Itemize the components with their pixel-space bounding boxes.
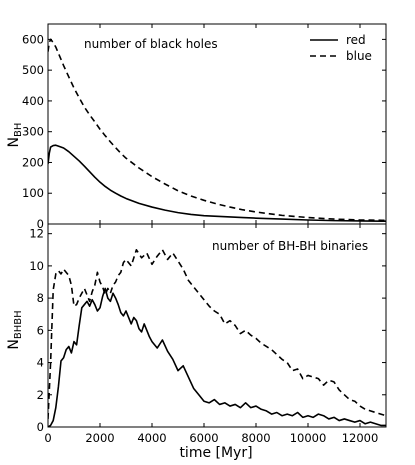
bottom-y-tick-label: 10 [29, 259, 44, 273]
top-panel: number of black holes NBH red blue 0 100 2… [6, 23, 387, 231]
x-tick-label: 0 [44, 431, 51, 445]
top-y-axis-label: NBH [6, 123, 24, 148]
top-y-tick-label: 200 [22, 155, 44, 169]
top-y-tick-label: 100 [22, 186, 44, 200]
bottom-plot-frame [47, 223, 387, 428]
legend-red-label: red [346, 33, 366, 47]
bottom-panel: number of BH-BH binaries NBHBH time [Myr… [6, 223, 387, 461]
x-tick-label: 12000 [342, 431, 379, 445]
x-tick-label: 4000 [137, 431, 166, 445]
top-panel-title: number of black holes [84, 37, 218, 51]
bottom-y-tick-label: 2 [37, 388, 44, 402]
legend: red blue [310, 33, 372, 63]
bottom-y-tick-label: 8 [37, 291, 44, 305]
bottom-series-red-line [48, 287, 386, 427]
bottom-y-tick-label: 4 [37, 356, 44, 370]
bottom-series-blue-line [48, 248, 386, 419]
legend-blue-label: blue [346, 49, 372, 63]
bottom-panel-title: number of BH-BH binaries [212, 239, 368, 253]
top-y-tick-label: 300 [22, 125, 44, 139]
x-tick-label: 2000 [85, 431, 114, 445]
top-y-tick-label: 400 [22, 94, 44, 108]
top-y-tick-label: 500 [22, 63, 44, 77]
x-tick-label: 6000 [189, 431, 218, 445]
x-axis-label: time [Myr] [179, 445, 252, 461]
bottom-y-axis-label: NBHBH [6, 310, 24, 349]
top-series-red-line [48, 144, 386, 223]
bottom-y-tick-label: 12 [29, 227, 44, 241]
top-y-tick-label: 600 [22, 32, 44, 46]
x-tick-label: 10000 [290, 431, 327, 445]
x-tick-label: 8000 [241, 431, 270, 445]
top-series-blue-line [48, 38, 386, 222]
bottom-y-tick-label: 6 [37, 323, 44, 337]
top-plot-frame [47, 23, 387, 225]
bottom-y-tick-label: 0 [37, 420, 44, 434]
top-y-tick-label: 0 [37, 217, 44, 231]
